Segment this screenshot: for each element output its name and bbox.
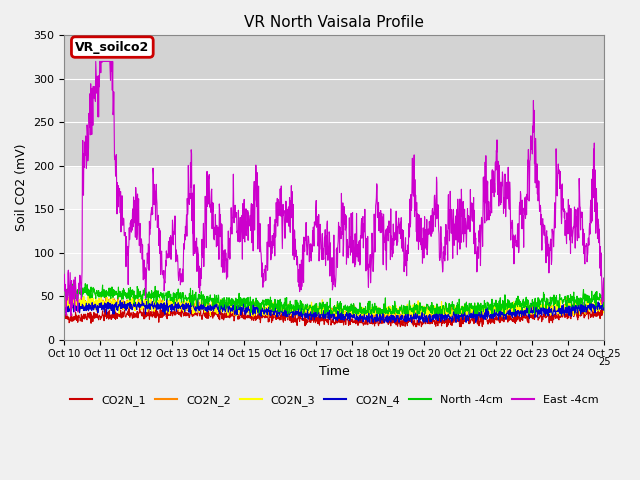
Title: VR North Vaisala Profile: VR North Vaisala Profile: [244, 15, 424, 30]
Text: 25: 25: [598, 357, 611, 367]
Y-axis label: Soil CO2 (mV): Soil CO2 (mV): [15, 144, 28, 231]
Bar: [65, 36, 604, 166]
Text: VR_soilco2: VR_soilco2: [76, 40, 150, 54]
X-axis label: Time: Time: [319, 365, 350, 378]
Legend: CO2N_1, CO2N_2, CO2N_3, CO2N_4, North -4cm, East -4cm: CO2N_1, CO2N_2, CO2N_3, CO2N_4, North -4…: [66, 391, 603, 410]
